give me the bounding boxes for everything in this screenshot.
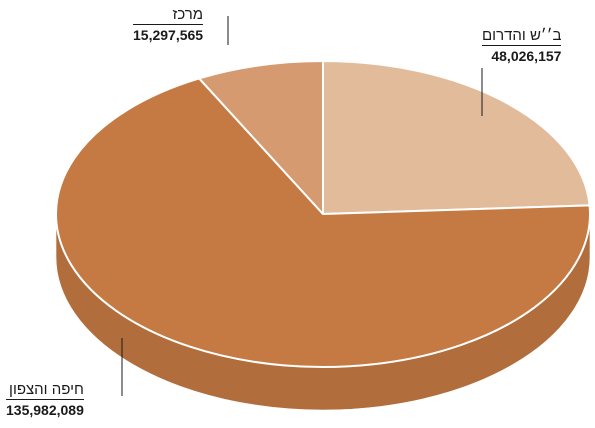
pie-slice-merkaz	[198, 60, 324, 215]
slice-name-south: ב׳׳ש והדרום	[482, 27, 562, 44]
pie-slice-north	[55, 77, 591, 368]
slice-value-north: 135,982,089	[6, 399, 84, 419]
slice-name-merkaz: מרכז	[172, 6, 204, 23]
slice-label-merkaz: מרכז 15,297,565	[133, 6, 204, 44]
slice-value-south: 48,026,157	[482, 45, 562, 65]
pie-slice-south	[322, 60, 591, 215]
slice-value-merkaz: 15,297,565	[133, 24, 204, 44]
slice-label-north: חיפה והצפון 135,982,089	[6, 381, 84, 419]
pie-top	[55, 60, 591, 368]
slice-name-north: חיפה והצפון	[9, 381, 84, 398]
pie-leader-lines	[121, 16, 483, 396]
slice-label-south: ב׳׳ש והדרום 48,026,157	[482, 27, 562, 65]
